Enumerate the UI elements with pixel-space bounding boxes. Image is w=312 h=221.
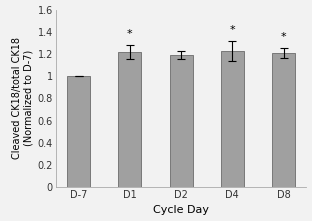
Bar [118, 52, 141, 187]
X-axis label: Cycle Day: Cycle Day [153, 206, 209, 215]
Y-axis label: Cleaved CK18/total CK18
(Normalized to D-7): Cleaved CK18/total CK18 (Normalized to D… [12, 37, 33, 159]
Bar [67, 76, 90, 187]
Text: *: * [127, 29, 133, 39]
Text: *: * [281, 32, 286, 42]
Bar [221, 51, 244, 187]
Text: *: * [230, 25, 235, 35]
Bar [272, 53, 295, 187]
Bar [169, 55, 193, 187]
